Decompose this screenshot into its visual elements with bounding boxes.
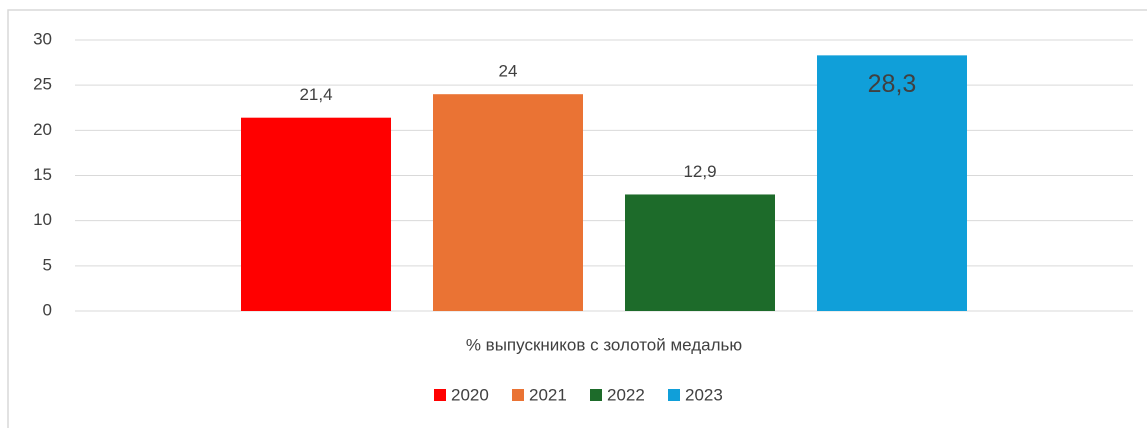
legend-label: 2022 (607, 385, 645, 404)
x-tick-label: % выпускников с золотой медалью (466, 335, 743, 354)
y-tick-label: 0 (43, 300, 52, 319)
y-tick-label: 25 (33, 75, 52, 94)
data-label: 12,9 (683, 162, 716, 181)
bar (433, 94, 583, 311)
legend-swatch (434, 389, 446, 401)
legend-swatch (590, 389, 602, 401)
data-label: 28,3 (868, 70, 917, 98)
y-tick-label: 15 (33, 165, 52, 184)
bar (817, 55, 967, 312)
legend-swatch (512, 389, 524, 401)
y-tick-label: 20 (33, 120, 52, 139)
data-label: 24 (499, 62, 518, 81)
legend-swatch (668, 389, 680, 401)
data-label: 21,4 (299, 85, 332, 104)
bar (625, 194, 775, 311)
y-tick-label: 5 (43, 255, 52, 274)
legend-label: 2023 (685, 385, 723, 404)
bar (241, 117, 391, 311)
y-tick-label: 30 (33, 29, 52, 48)
legend-label: 2020 (451, 385, 489, 404)
chart-frame (7, 9, 1147, 428)
y-tick-label: 10 (33, 210, 52, 229)
legend-label: 2021 (529, 385, 567, 404)
